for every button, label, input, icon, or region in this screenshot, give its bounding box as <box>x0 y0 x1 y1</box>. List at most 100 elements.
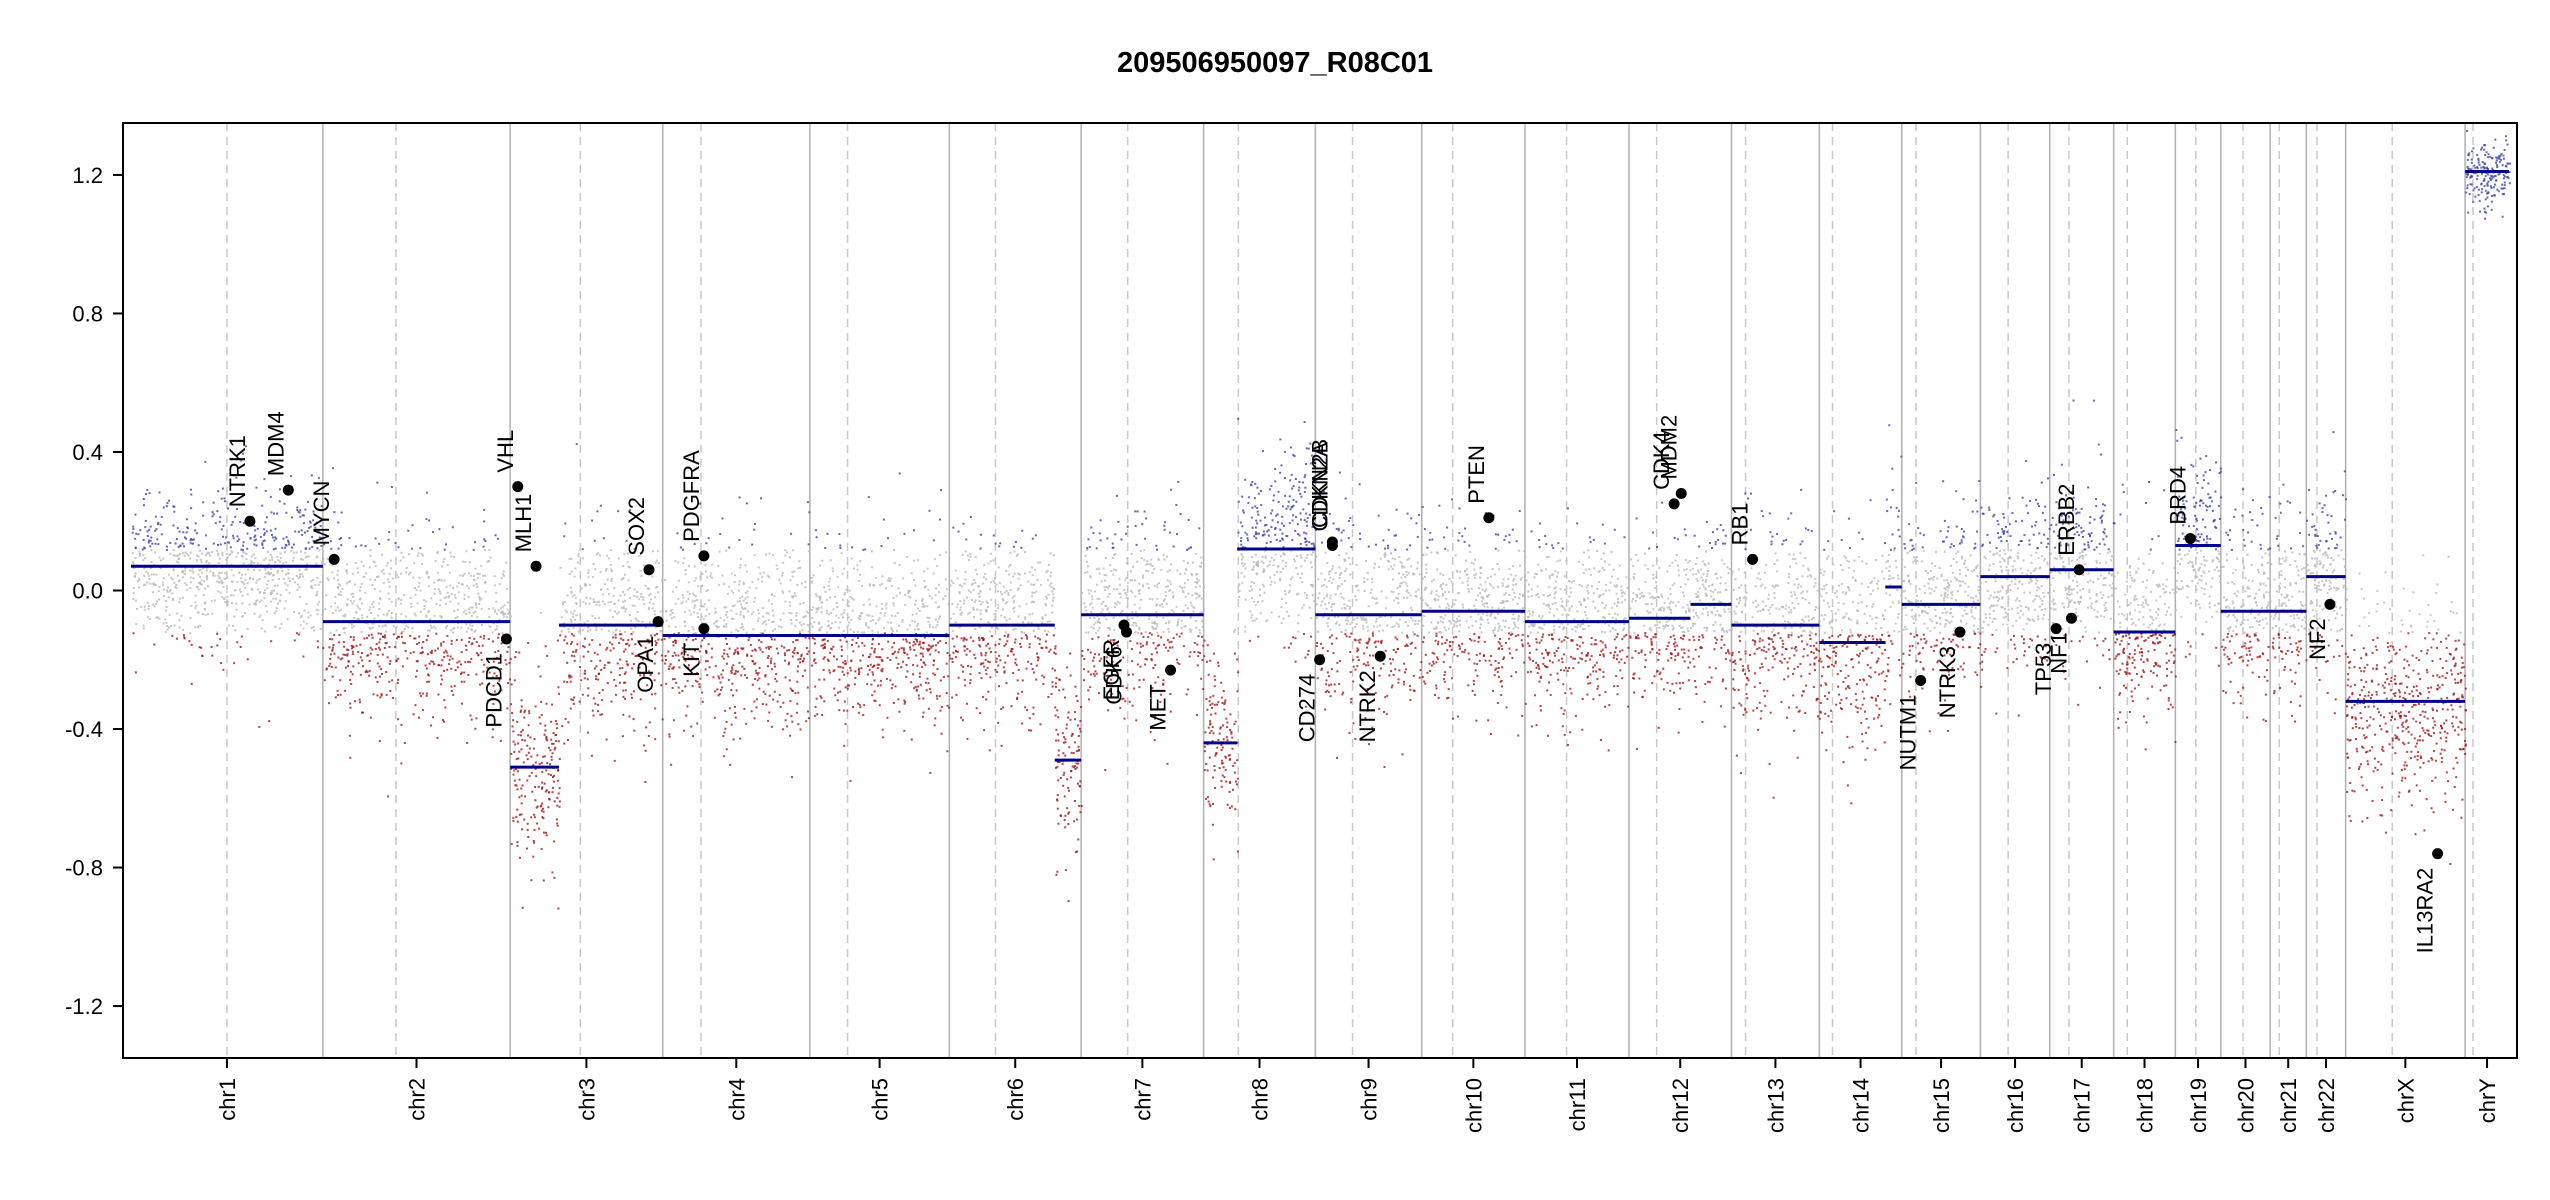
probe-point <box>1051 667 1054 670</box>
probe-point <box>972 589 975 592</box>
probe-point <box>1048 584 1051 587</box>
probe-point <box>587 576 590 579</box>
probe-point <box>1305 447 1308 450</box>
probe-point <box>866 673 869 676</box>
probe-point <box>576 643 579 646</box>
probe-point <box>732 664 735 667</box>
probe-point <box>750 710 753 713</box>
probe-point <box>790 689 793 692</box>
probe-point <box>733 652 736 655</box>
probe-point <box>334 596 337 599</box>
probe-point <box>1269 540 1272 543</box>
probe-point <box>1100 603 1103 606</box>
probe-point <box>263 597 266 600</box>
probe-point <box>220 571 223 574</box>
probe-point <box>1290 549 1293 552</box>
probe-point <box>740 603 743 606</box>
probe-point <box>373 617 376 620</box>
probe-point <box>1107 709 1110 712</box>
probe-point <box>400 613 403 616</box>
probe-point <box>281 546 284 549</box>
probe-point <box>779 705 782 708</box>
probe-point <box>880 669 883 672</box>
probe-point <box>1084 605 1087 608</box>
probe-point <box>1311 585 1314 588</box>
probe-point <box>644 626 647 629</box>
probe-point <box>999 542 1002 545</box>
probe-point <box>1087 538 1090 541</box>
probe-point <box>1098 532 1101 535</box>
probe-point <box>1111 542 1114 545</box>
probe-point <box>933 558 936 561</box>
probe-point <box>1041 616 1044 619</box>
probe-point <box>1073 800 1076 803</box>
probe-point <box>449 551 452 554</box>
probe-point <box>279 557 282 560</box>
probe-point <box>705 590 708 593</box>
probe-point <box>610 579 613 582</box>
probe-point <box>1056 799 1059 802</box>
probe-point <box>262 546 265 549</box>
probe-point <box>561 601 564 604</box>
probe-point <box>692 592 695 595</box>
probe-point <box>298 569 301 572</box>
probe-point <box>1115 603 1118 606</box>
probe-point <box>673 678 676 681</box>
probe-point <box>951 602 954 605</box>
probe-point <box>928 509 931 512</box>
probe-point <box>475 585 478 588</box>
probe-point <box>613 603 616 606</box>
probe-point <box>851 609 854 612</box>
probe-point <box>1200 677 1203 680</box>
probe-point <box>1112 685 1115 688</box>
probe-point <box>1304 462 1307 465</box>
probe-point <box>1222 690 1225 693</box>
probe-point <box>460 672 463 675</box>
probe-point <box>910 572 913 575</box>
probe-point <box>374 648 377 651</box>
probe-point <box>418 716 421 719</box>
probe-point <box>753 528 756 531</box>
probe-point <box>331 648 334 651</box>
probe-point <box>526 744 529 747</box>
probe-point <box>1281 597 1284 600</box>
probe-point <box>448 571 451 574</box>
probe-point <box>456 626 459 629</box>
probe-point <box>813 658 816 661</box>
probe-point <box>684 685 687 688</box>
probe-point <box>902 651 905 654</box>
probe-point <box>400 632 403 635</box>
probe-point <box>701 605 704 608</box>
probe-point <box>1065 869 1068 872</box>
probe-point <box>591 519 594 522</box>
probe-point <box>929 625 932 628</box>
probe-point <box>1126 557 1129 560</box>
probe-point <box>235 555 238 558</box>
probe-point <box>997 590 1000 593</box>
probe-point <box>686 705 689 708</box>
probe-point <box>387 795 390 798</box>
probe-point <box>1094 653 1097 656</box>
probe-point <box>254 557 257 560</box>
probe-point <box>545 702 548 705</box>
probe-point <box>654 640 657 643</box>
probe-point <box>1070 751 1073 754</box>
probe-point <box>389 567 392 570</box>
probe-point <box>909 646 912 649</box>
probe-point <box>928 594 931 597</box>
probe-point <box>951 660 954 663</box>
probe-point <box>647 734 650 737</box>
probe-point <box>1129 640 1132 643</box>
probe-point <box>623 553 626 556</box>
probe-point <box>683 644 686 647</box>
probe-point <box>892 597 895 600</box>
probe-point <box>897 662 900 665</box>
probe-point <box>508 662 511 665</box>
probe-point <box>1013 572 1016 575</box>
probe-point <box>1079 706 1082 709</box>
probe-point <box>1256 573 1259 576</box>
probe-point <box>1263 591 1266 594</box>
probe-point <box>1158 643 1161 646</box>
probe-point <box>132 597 135 600</box>
probe-point <box>306 563 309 566</box>
